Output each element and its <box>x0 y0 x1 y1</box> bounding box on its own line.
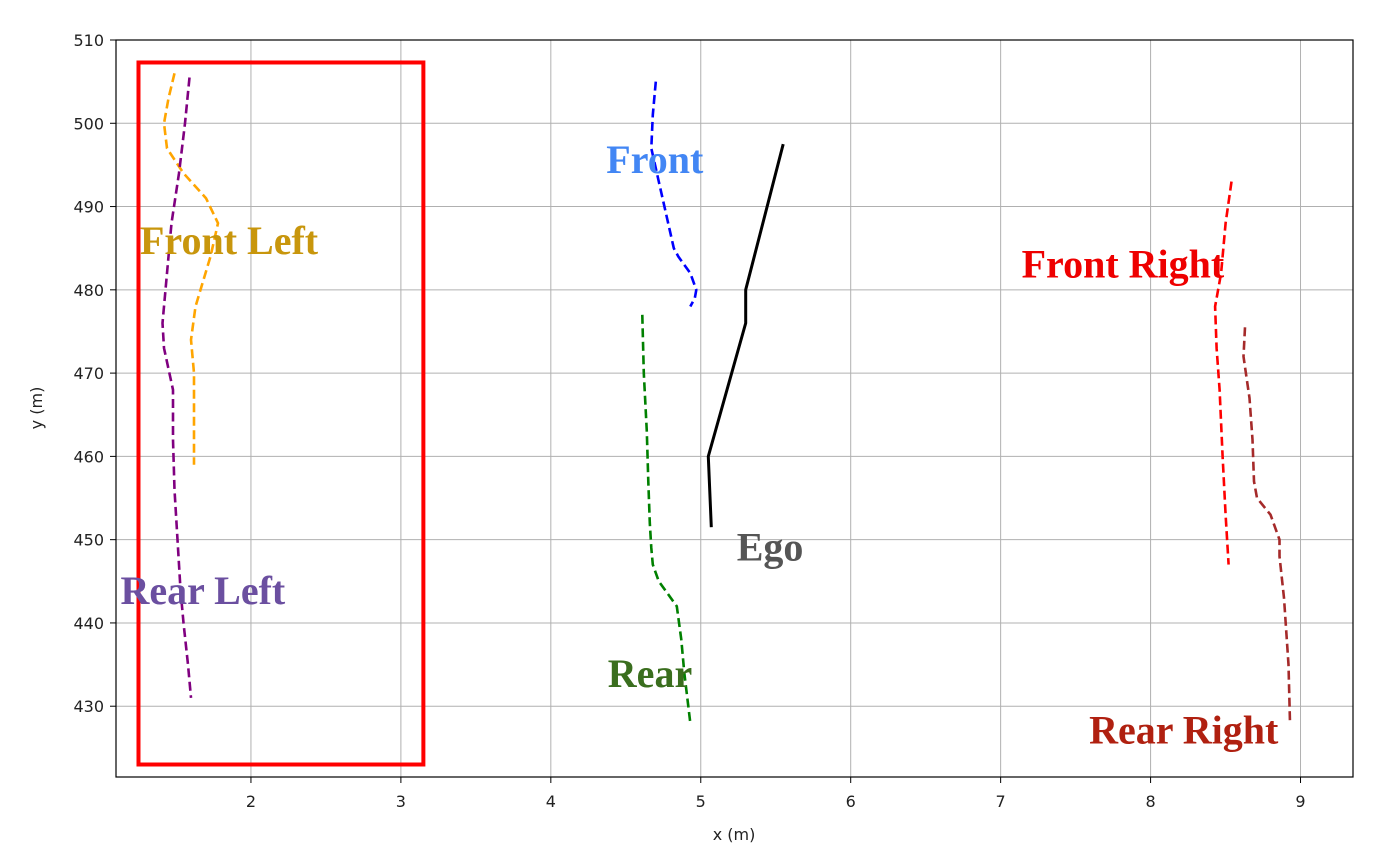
y-tick-label: 480 <box>73 281 104 300</box>
x-axis-label: x (m) <box>713 825 756 844</box>
y-tick-label: 490 <box>73 198 104 217</box>
highlight-box <box>136 60 426 767</box>
series-group <box>161 72 1292 724</box>
y-tick-label: 450 <box>73 531 104 550</box>
x-tick-label: 5 <box>696 792 706 811</box>
series-line-front <box>649 81 698 308</box>
y-tick-label: 510 <box>73 31 104 50</box>
x-tick-label: 8 <box>1145 792 1155 811</box>
series-labels: Front Left Rear Left Front Rear Ego Front Rig… <box>120 137 1279 752</box>
series-line-rear-right <box>1242 327 1292 723</box>
x-tick-label: 3 <box>396 792 406 811</box>
series-label-rear-right: Rear Right <box>1089 708 1279 753</box>
x-tick-label: 2 <box>246 792 256 811</box>
ticks: 2 3 4 5 6 7 8 9 430 440 450 460 470 480 490 500 510 <box>73 31 1305 811</box>
y-tick-label: 500 <box>73 114 104 133</box>
highlight-box-group <box>136 60 426 767</box>
series-line-rear <box>641 314 692 724</box>
y-tick-label: 470 <box>73 364 104 383</box>
series-label-rear-left: Rear Left <box>120 568 285 613</box>
series-label-front: Front <box>606 137 704 182</box>
y-axis-label: y (m) <box>27 387 46 430</box>
series-line-ego <box>706 143 785 528</box>
x-tick-label: 9 <box>1295 792 1305 811</box>
series-label-front-left: Front Left <box>140 218 319 263</box>
series-label-ego: Ego <box>737 524 804 569</box>
y-tick-label: 440 <box>73 614 104 633</box>
y-tick-label: 430 <box>73 697 104 716</box>
series-line-front-left <box>162 72 220 465</box>
series-label-rear: Rear <box>608 651 692 696</box>
plot-frame <box>115 39 1354 778</box>
x-tick-label: 7 <box>996 792 1006 811</box>
series-line-rear-left <box>161 77 193 699</box>
x-tick-label: 6 <box>846 792 856 811</box>
x-tick-label: 4 <box>546 792 556 811</box>
series-label-front-right: Front Right <box>1022 241 1225 286</box>
y-tick-label: 460 <box>73 447 104 466</box>
series-line-front-right <box>1213 181 1233 565</box>
grid <box>116 39 1353 777</box>
